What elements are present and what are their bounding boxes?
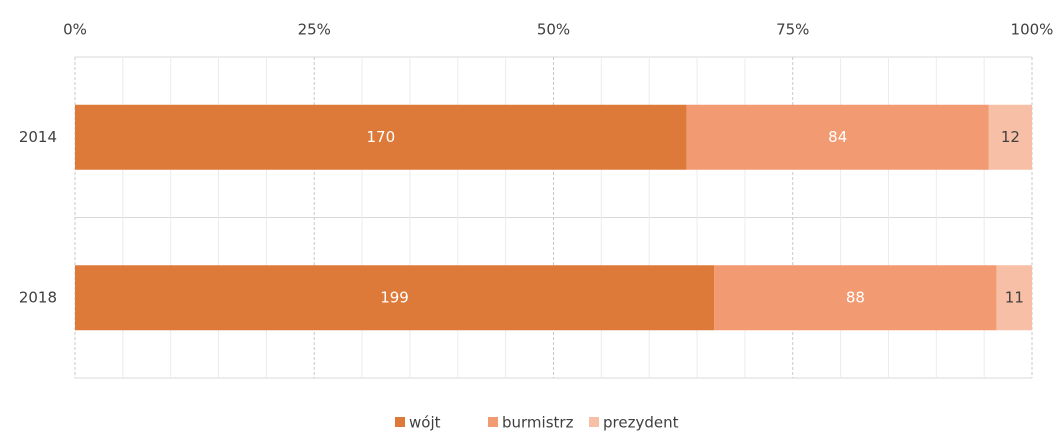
legend-label: wójt	[409, 414, 441, 432]
legend-label: burmistrz	[502, 414, 574, 432]
bar-segment	[75, 104, 687, 170]
x-tick-label: 0%	[63, 21, 87, 39]
x-tick-label: 50%	[537, 21, 570, 39]
legend-label: prezydent	[603, 414, 679, 432]
legend-swatch	[589, 417, 599, 427]
x-tick-label: 100%	[1011, 21, 1054, 39]
data-label: 11	[1005, 288, 1024, 306]
bar-segment	[714, 265, 997, 331]
y-tick-label: 2018	[19, 288, 57, 306]
bar-segment	[996, 265, 1032, 331]
bar-segment	[75, 265, 715, 331]
legend-swatch	[395, 417, 405, 427]
y-tick-label: 2014	[19, 128, 57, 146]
data-label: 88	[846, 288, 865, 306]
bar-segment	[988, 104, 1032, 170]
x-tick-label: 25%	[298, 21, 331, 39]
x-tick-label: 75%	[776, 21, 809, 39]
data-label: 12	[1001, 128, 1020, 146]
data-label: 199	[380, 288, 409, 306]
bar-segment	[686, 104, 989, 170]
legend-swatch	[488, 417, 498, 427]
data-label: 170	[366, 128, 395, 146]
data-label: 84	[828, 128, 847, 146]
